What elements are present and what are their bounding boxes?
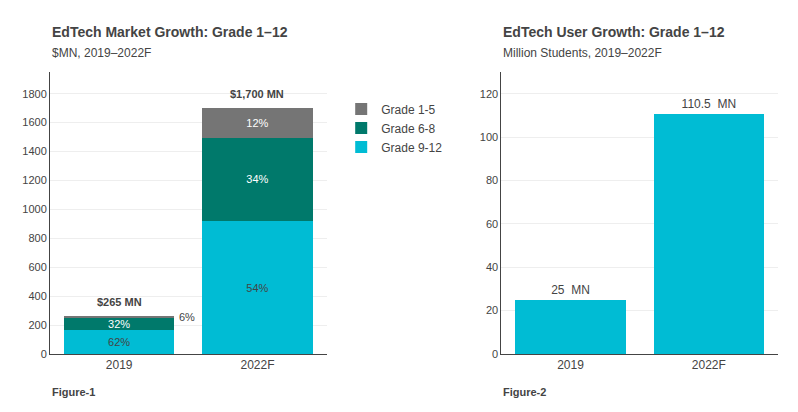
svg-text:20: 20 — [486, 304, 498, 316]
svg-text:2022F: 2022F — [692, 358, 726, 372]
svg-text:80: 80 — [486, 174, 498, 186]
svg-text:EdTech User Growth: Grade 1–12: EdTech User Growth: Grade 1–12 — [503, 24, 725, 40]
svg-text:Grade 1-5: Grade 1-5 — [381, 103, 435, 117]
svg-text:1600: 1600 — [22, 116, 46, 128]
svg-text:60: 60 — [486, 218, 498, 230]
svg-text:Grade 9-12: Grade 9-12 — [381, 141, 442, 155]
svg-text:1800: 1800 — [22, 88, 46, 100]
svg-text:Million Students, 2019–2022F: Million Students, 2019–2022F — [503, 46, 662, 60]
svg-text:2019: 2019 — [557, 358, 584, 372]
svg-text:2022F: 2022F — [240, 358, 274, 372]
svg-text:100: 100 — [480, 131, 498, 143]
svg-text:12%: 12% — [246, 117, 268, 129]
svg-text:EdTech Market Growth: Grade 1–: EdTech Market Growth: Grade 1–12 — [52, 24, 288, 40]
svg-text:2019: 2019 — [106, 358, 133, 372]
svg-text:32%: 32% — [108, 318, 130, 330]
svg-text:Figure-1: Figure-1 — [52, 386, 95, 398]
svg-text:6%: 6% — [179, 311, 195, 323]
svg-text:110.5 MN: 110.5 MN — [682, 97, 736, 111]
svg-text:54%: 54% — [246, 282, 268, 294]
svg-text:1000: 1000 — [22, 203, 46, 215]
svg-text:Grade 6-8: Grade 6-8 — [381, 122, 435, 136]
svg-text:62%: 62% — [108, 336, 130, 348]
svg-text:200: 200 — [28, 319, 46, 331]
svg-text:25 MN: 25 MN — [551, 283, 590, 297]
svg-text:1200: 1200 — [22, 174, 46, 186]
svg-text:0: 0 — [492, 348, 498, 360]
svg-text:34%: 34% — [246, 173, 268, 185]
svg-text:400: 400 — [28, 290, 46, 302]
svg-text:0: 0 — [41, 348, 47, 360]
svg-text:120: 120 — [480, 88, 498, 100]
svg-text:600: 600 — [28, 261, 46, 273]
svg-text:$265 MN: $265 MN — [97, 296, 142, 308]
svg-text:1400: 1400 — [22, 145, 46, 157]
svg-text:$MN, 2019–2022F: $MN, 2019–2022F — [52, 46, 151, 60]
svg-text:40: 40 — [486, 261, 498, 273]
svg-text:$1,700 MN: $1,700 MN — [230, 88, 284, 100]
svg-text:800: 800 — [28, 232, 46, 244]
svg-text:Figure-2: Figure-2 — [503, 386, 546, 398]
